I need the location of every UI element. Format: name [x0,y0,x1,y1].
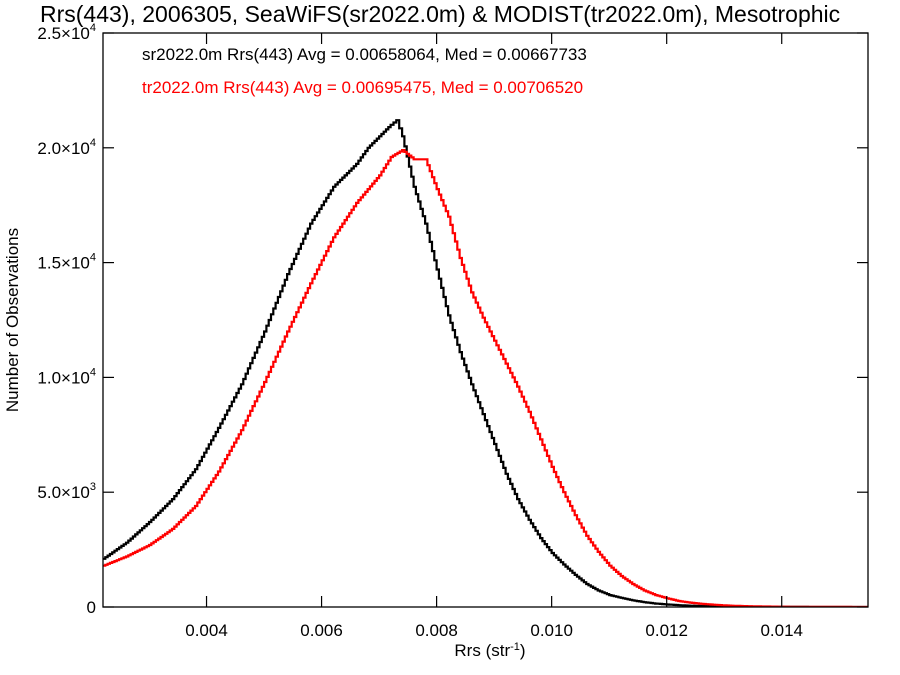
chart-title: Rrs(443), 2006305, SeaWiFS(sr2022.0m) & … [40,1,840,27]
y-tick-label: 2.0×104 [37,137,96,158]
plot-frame [102,32,869,608]
y-ticks: 0 5.0×103 1.0×104 1.5×104 2.0×104 2.5×104 [37,22,868,617]
x-ticks: 0.004 0.006 0.008 0.010 0.012 0.014 [185,33,803,640]
y-tick-label: 5.0×103 [37,481,96,502]
x-tick-label: 0.014 [760,621,803,640]
series-layer [103,119,868,607]
x-axis-label-superscript: -1 [510,641,520,653]
x-tick-label: 0.004 [185,621,228,640]
y-tick-label: 1.0×104 [37,366,96,387]
y-tick-label: 1.5×104 [37,252,96,273]
axes-layer [102,32,869,608]
x-tick-label: 0.008 [415,621,458,640]
x-tick-label: 0.006 [300,621,343,640]
x-tick-label: 0.012 [645,621,688,640]
x-axis-label: Rrs (str-1) [454,641,525,660]
x-tick-label: 0.010 [530,621,573,640]
y-tick-label: 0 [87,598,96,617]
annotation-red: tr2022.0m Rrs(443) Avg = 0.00695475, Med… [142,78,583,97]
series-red-line [103,149,868,607]
series-black-line [103,119,868,607]
y-tick-label: 2.5×104 [37,22,96,43]
annotation-black: sr2022.0m Rrs(443) Avg = 0.00658064, Med… [142,45,587,64]
y-axis-label: Number of Observations [3,228,22,412]
